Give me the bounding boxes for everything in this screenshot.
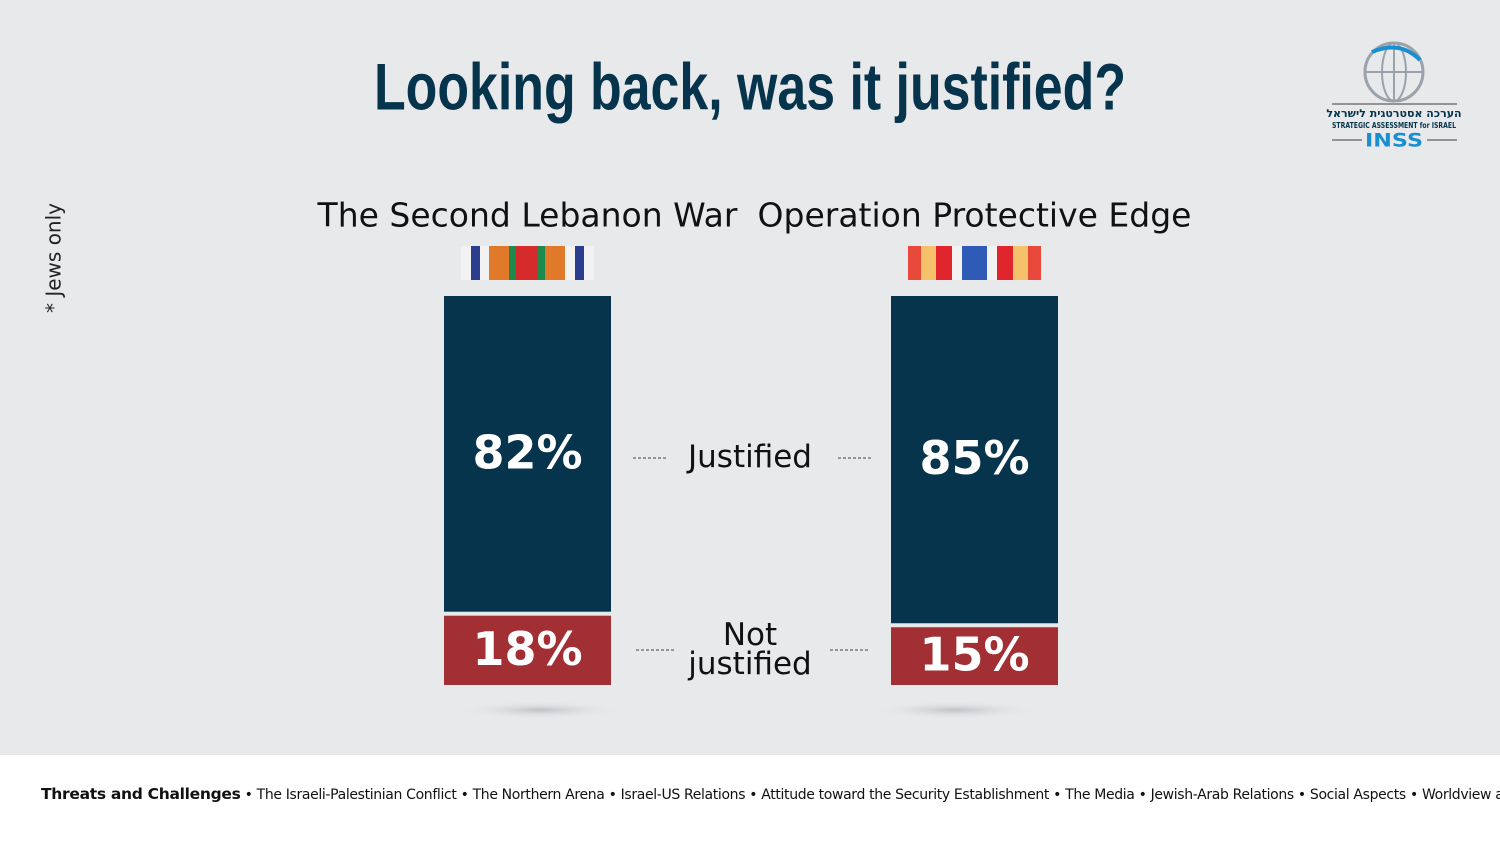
shadow xyxy=(870,701,1040,719)
bar-segment xyxy=(891,296,1058,624)
footer-item: Attitude toward the Security Establishme… xyxy=(745,787,1049,803)
bar-segment xyxy=(891,627,1058,685)
footer-lead: Threats and Challenges xyxy=(41,785,241,803)
value-label: 15% xyxy=(919,628,1029,682)
footer-item: The Northern Arena xyxy=(456,787,604,803)
ribbon xyxy=(461,246,594,280)
footer: Threats and ChallengesThe Israeli-Palest… xyxy=(0,755,1500,844)
logo: הערכה אסטרטגית לישראל STRATEGIC ASSESSME… xyxy=(1326,41,1462,152)
category-label: The Second Lebanon War xyxy=(317,196,738,235)
chart-title: Looking back, was it justified? xyxy=(374,49,1126,123)
logo-english: STRATEGIC ASSESSMENT for ISRAEL xyxy=(1332,121,1456,130)
series-label: Not justified xyxy=(688,617,812,682)
footer-line: Threats and ChallengesThe Israeli-Palest… xyxy=(41,785,1500,803)
footer-item: Worldview and values xyxy=(1406,787,1500,803)
bar-segment xyxy=(444,296,611,612)
chart: Looking back, was it justified? * Jews o… xyxy=(42,41,1462,719)
bar-segment xyxy=(444,615,611,685)
note: * Jews only xyxy=(42,203,66,313)
series-label: Justified xyxy=(688,439,812,475)
leader-lines xyxy=(633,457,873,651)
category-label: Operation Protective Edge xyxy=(758,196,1192,235)
shadow xyxy=(455,701,625,719)
logo-hebrew: הערכה אסטרטגית לישראל xyxy=(1326,107,1461,120)
logo-acronym: INSS xyxy=(1365,130,1423,152)
footer-item: Social Aspects xyxy=(1294,787,1406,803)
footer-item: The Israeli-Palestinian Conflict xyxy=(241,787,457,803)
footer-item: Jewish-Arab Relations xyxy=(1135,787,1295,803)
value-label: 18% xyxy=(472,622,582,676)
footer-item: The Media xyxy=(1049,787,1135,803)
value-label: 85% xyxy=(919,431,1029,485)
ribbon xyxy=(908,246,1041,280)
value-label: 82% xyxy=(472,425,582,479)
footer-item: Israel-US Relations xyxy=(604,787,745,803)
